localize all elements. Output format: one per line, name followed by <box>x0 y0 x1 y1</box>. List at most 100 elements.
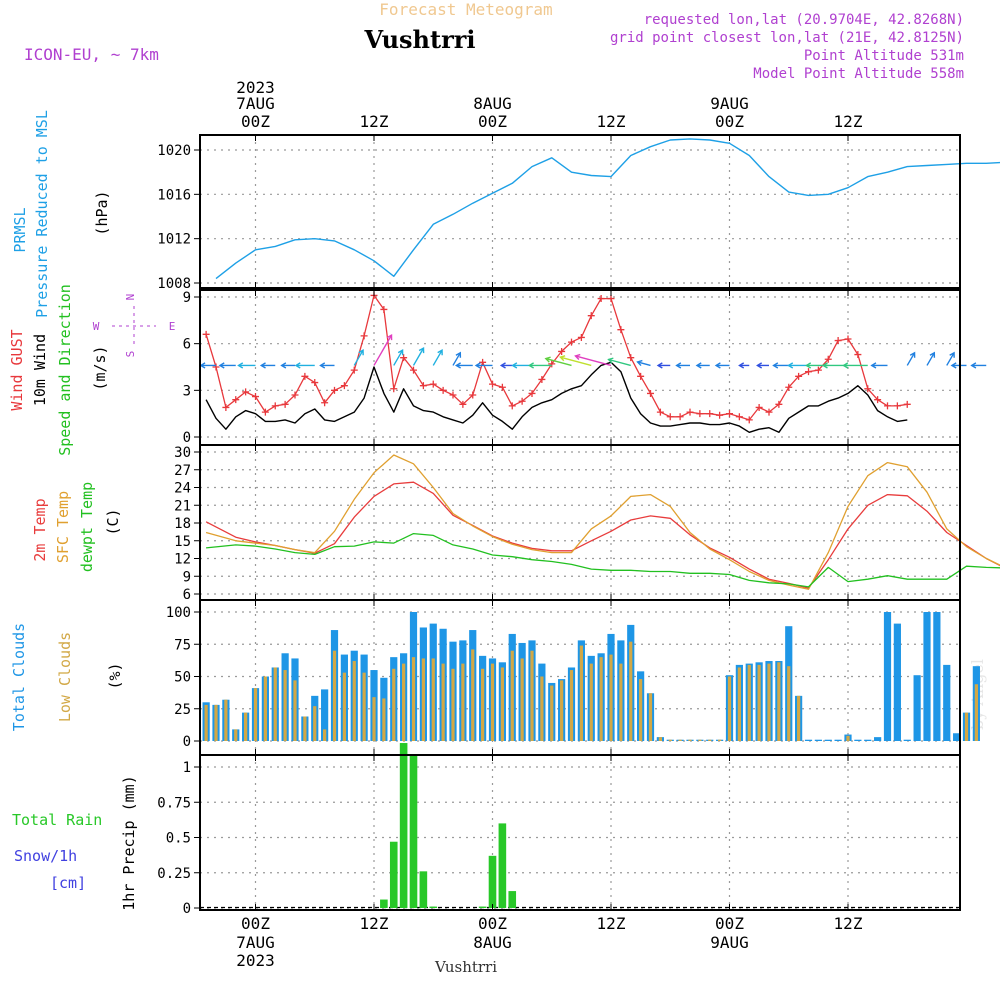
compass-e: E <box>169 320 176 333</box>
low-cloud-bar <box>964 712 969 741</box>
bottom-hour-label: 12Z <box>597 914 626 933</box>
snow-label: Snow/1h <box>14 847 77 865</box>
wind-arrow-head <box>970 362 977 369</box>
y-tick-label: 1020 <box>157 143 191 159</box>
gust-marker <box>805 368 812 376</box>
low-cloud-bar <box>313 706 317 741</box>
sfc-label: SFC Temp <box>54 491 72 563</box>
rain-label: Total Rain <box>12 811 102 829</box>
gust-marker <box>864 385 872 393</box>
gust-marker <box>706 410 714 418</box>
gust-marker <box>489 380 496 388</box>
bottom-hour-label: 12Z <box>360 914 389 933</box>
bottom-date-label: 8AUG <box>473 933 512 952</box>
low-cloud-bar <box>323 729 327 741</box>
model-label: ICON-EU, ~ 7km <box>24 45 159 64</box>
low-cloud-bar <box>846 735 850 741</box>
low-cloud-bar <box>797 695 801 741</box>
product-title: Forecast Meteogram <box>379 0 552 19</box>
clouds-unit: (%) <box>106 662 124 689</box>
total-cloud-bar <box>854 739 862 741</box>
wind-direction-arrow <box>373 334 393 366</box>
y-tick-label: 0.75 <box>157 795 191 811</box>
gust-marker <box>449 391 457 399</box>
wind-unit: (m/s) <box>91 345 109 390</box>
panel-frame <box>199 134 961 289</box>
wind-arrow-head <box>259 362 266 369</box>
gust-line <box>205 294 908 421</box>
y-tick-label: 21 <box>174 498 191 514</box>
low-cloud-bar <box>392 668 396 741</box>
gust-marker <box>390 385 398 393</box>
dewpt-label: dewpt Temp <box>78 482 96 572</box>
wind-arrow-head <box>386 333 393 341</box>
bottom-date-label: 7AUG <box>236 933 275 952</box>
grid-point-coords: grid point closest lon,lat (21E, 42.8125… <box>610 30 964 46</box>
gust-marker <box>459 400 467 408</box>
low-cloud-bar <box>500 667 504 741</box>
y-tick-label: 1008 <box>157 276 191 292</box>
low-cloud-bar <box>520 658 524 741</box>
low-cloud-bar <box>382 698 386 741</box>
wind-arrow-head <box>358 349 364 356</box>
low-cloud-bar <box>619 663 623 741</box>
gust-marker <box>775 400 783 408</box>
wind-direction-arrow <box>393 349 404 366</box>
low-cloud-bar <box>451 668 455 741</box>
total-cloud-bar <box>893 623 901 741</box>
low-cloud-bar <box>629 641 633 741</box>
gust-marker <box>637 372 645 380</box>
gust-marker <box>587 312 595 320</box>
wind-arrow-head <box>909 351 916 358</box>
y-tick-label: 75 <box>174 637 191 653</box>
gust-marker <box>380 305 388 313</box>
wind-arrow-head <box>294 362 301 369</box>
low-cloud-bar <box>224 699 228 741</box>
precip-unit: 1hr Precip (mm) <box>120 775 138 910</box>
wind-direction-arrow <box>608 358 631 367</box>
wind-arrow-head <box>929 351 936 358</box>
gust-marker <box>331 386 338 394</box>
low-cloud-bar <box>204 704 208 741</box>
total-cloud-bar <box>883 612 892 741</box>
wind-arrow-head <box>237 362 244 369</box>
total-cloud-bar <box>943 664 951 741</box>
low-cloud-bar <box>214 704 218 741</box>
gust-marker <box>844 335 852 343</box>
gust-marker <box>528 389 536 397</box>
low-cloud-bar <box>658 737 662 741</box>
compass-s: S <box>124 351 137 358</box>
gust-marker <box>735 413 743 421</box>
y-tick-label: 27 <box>174 463 191 479</box>
wind-direction-arrow <box>412 347 425 366</box>
wind-direction-arrow <box>637 361 651 367</box>
low-cloud-bar <box>688 739 692 741</box>
gust-marker <box>716 411 724 419</box>
gust-marker <box>577 333 585 341</box>
point-altitude: Point Altitude 531m <box>804 48 964 64</box>
wind-arrow-head <box>418 346 425 354</box>
gust-marker <box>745 416 753 424</box>
gust-marker <box>755 403 763 411</box>
low-cloud-bar <box>550 685 554 741</box>
wind-arrow-head <box>559 355 566 362</box>
low-cloud-bar <box>668 739 672 741</box>
wind-arrow-head <box>950 362 957 369</box>
total-clouds-label: Total Clouds <box>10 623 28 731</box>
top-date-label: 8AUG <box>473 94 512 113</box>
axis-layer: 1008101210161020036969121518212427300255… <box>157 78 863 970</box>
low-cloud-bar <box>767 663 771 741</box>
top-hour-label: 00Z <box>478 112 507 131</box>
gust-marker <box>647 389 654 397</box>
gust-marker <box>666 413 674 421</box>
gust-marker <box>281 400 289 408</box>
y-tick-label: 25 <box>174 702 191 718</box>
snow-unit: [cm] <box>50 874 86 892</box>
wind-arrow-head <box>842 362 849 369</box>
top-hour-label: 00Z <box>241 112 270 131</box>
y-tick-label: 0 <box>183 734 191 750</box>
rain-bar <box>380 899 388 908</box>
wind-arrow-head <box>656 362 663 369</box>
y-tick-label: 18 <box>174 516 191 532</box>
